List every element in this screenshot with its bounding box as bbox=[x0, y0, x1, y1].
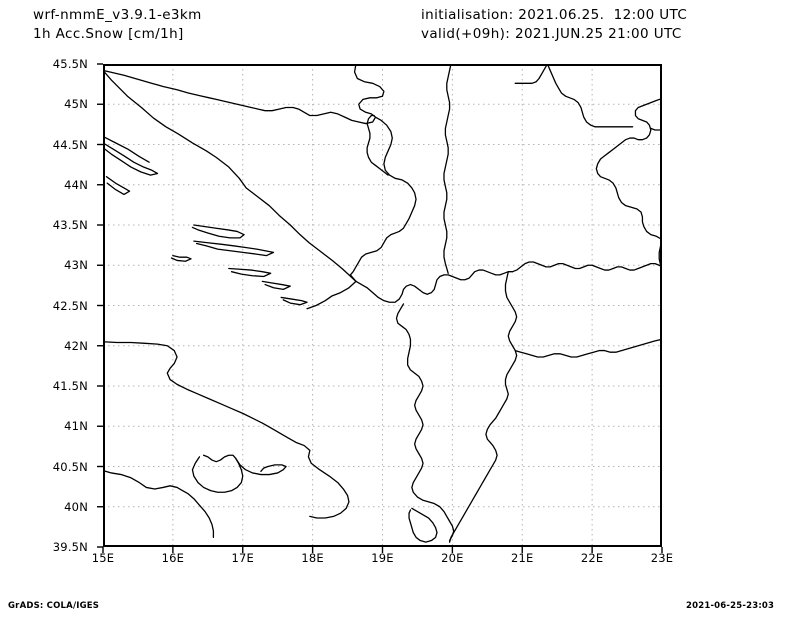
x-axis-tick-label: 18E bbox=[301, 551, 324, 565]
x-axis-tick-labels: 15E 16E 17E 18E 19E 20E 21E 22E 23E bbox=[92, 551, 673, 571]
y-axis-tick-label: 39.5N bbox=[52, 540, 88, 554]
y-axis-tick-label: 42.5N bbox=[52, 298, 88, 313]
map-boundary-path bbox=[191, 454, 244, 493]
map-boundary-path bbox=[280, 296, 308, 306]
map-boundary-path bbox=[103, 69, 357, 310]
y-axis-tick-label: 41.5N bbox=[52, 379, 88, 393]
x-axis-tick-label: 19E bbox=[371, 551, 394, 565]
map-boundary-path bbox=[193, 240, 275, 257]
x-axis-tick-label: 21E bbox=[511, 551, 534, 565]
valid-time-label: valid(+09h): 2021.JUN.25 21:00 UTC bbox=[421, 26, 682, 42]
map-boundary-path bbox=[511, 261, 662, 273]
header-left-block: wrf-nmmE_v3.9.1-e3km 1h Acc.Snow [cm/1h] bbox=[33, 6, 433, 44]
map-boundary-path bbox=[514, 64, 549, 84]
map-boundary-path bbox=[443, 64, 452, 274]
map-boundary-path bbox=[355, 269, 514, 303]
map-boundary-path bbox=[103, 135, 150, 163]
y-axis-tick-label: 44.5N bbox=[52, 137, 88, 152]
map-boundary-path bbox=[595, 98, 662, 241]
map-boundary-path bbox=[103, 341, 350, 519]
map-boundary-path bbox=[408, 507, 438, 543]
map-boundary-path bbox=[191, 224, 245, 239]
map-plot-area bbox=[97, 63, 663, 553]
x-axis-tick-label: 17E bbox=[231, 551, 254, 565]
y-axis-tick-label: 41N bbox=[64, 419, 88, 434]
field-name-label: 1h Acc.Snow [cm/1h] bbox=[33, 26, 184, 42]
map-boundary-path bbox=[228, 267, 272, 278]
grads-credit-label: GrADS: COLA/IGES bbox=[8, 601, 100, 611]
render-timestamp-label: 2021-06-25-23:03 bbox=[686, 601, 775, 611]
map-boundary-path bbox=[105, 176, 131, 196]
y-axis-tick-label: 40N bbox=[64, 499, 88, 514]
map-boundary-path bbox=[103, 142, 159, 176]
grid-layer bbox=[103, 64, 662, 547]
y-axis-tick-label: 45N bbox=[64, 97, 88, 112]
initialisation-time-label: initialisation: 2021.06.25. 12:00 UTC bbox=[421, 7, 688, 23]
map-boundary-path bbox=[546, 64, 634, 128]
header-right-block: initialisation: 2021.06.25. 12:00 UTC va… bbox=[421, 6, 791, 44]
x-axis-tick-label: 15E bbox=[91, 551, 115, 565]
y-axis-tick-label: 42N bbox=[64, 338, 88, 353]
map-boundary-path bbox=[448, 271, 518, 543]
model-name-label: wrf-nmmE_v3.9.1-e3km bbox=[33, 7, 202, 23]
x-axis-tick-label: 23E bbox=[650, 551, 674, 565]
y-axis-tick-labels: 39.5N 40N 40.5N 41N 41.5N 42N 42.5N 43N 43.5N 44N… bbox=[0, 57, 97, 554]
y-axis-tick-label: 45.5N bbox=[52, 57, 88, 71]
map-boundary-path bbox=[261, 280, 291, 291]
map-boundary-path bbox=[235, 457, 287, 476]
x-axis-tick-label: 22E bbox=[580, 551, 604, 565]
map-boundary-path bbox=[366, 114, 389, 176]
map-boundary-path bbox=[349, 116, 417, 282]
map-boundary-path bbox=[103, 64, 385, 125]
map-boundary-path bbox=[103, 469, 215, 538]
y-axis-tick-label: 44N bbox=[64, 177, 88, 192]
y-axis-tick-label: 43.5N bbox=[52, 218, 88, 232]
map-boundary-path bbox=[514, 338, 662, 358]
x-axis-tick-label: 20E bbox=[441, 551, 464, 565]
map-boundary-path bbox=[395, 303, 455, 542]
map-geography-layer bbox=[103, 64, 662, 543]
y-axis-tick-label: 40.5N bbox=[52, 459, 88, 474]
map-boundary-path bbox=[170, 254, 192, 262]
x-axis-tick-label: 16E bbox=[161, 551, 185, 565]
y-axis-tick-label: 43N bbox=[64, 258, 88, 273]
axis-tick-marks bbox=[97, 63, 663, 553]
